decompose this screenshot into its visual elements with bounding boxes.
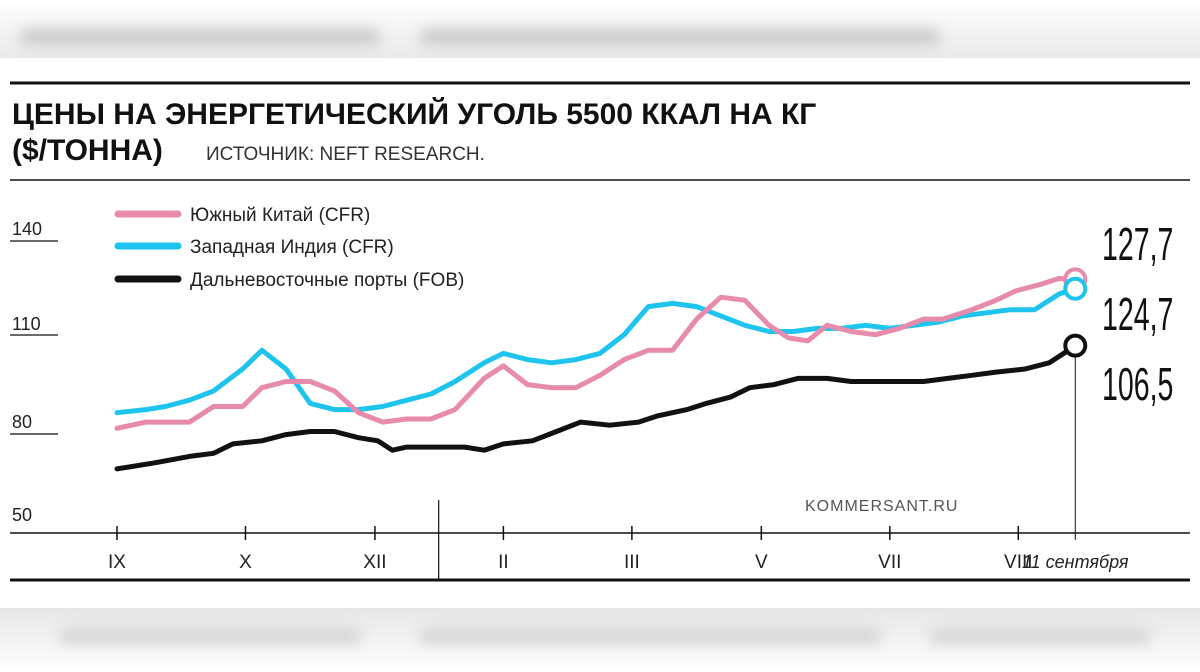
blurred-top-backdrop: [0, 0, 1200, 58]
chart-title-unit: ($/ТОННА): [12, 134, 163, 167]
legend: Южный Китай (CFR) Западная Индия (CFR) Д…: [114, 205, 464, 291]
y-axis: 140 110 80 50: [10, 219, 58, 525]
end-marker-west-india: [1063, 276, 1088, 301]
chart-source: ИСТОЧНИК: NEFT RESEARCH.: [206, 144, 485, 165]
chart-panel: ЦЕНЫ НА ЭНЕРГЕТИЧЕСКИЙ УГОЛЬ 5500 ККАЛ Н…: [0, 58, 1200, 608]
series-line-south-china: [114, 276, 1078, 431]
legend-label-far-east: Дальневосточные порты (FOB): [190, 270, 464, 291]
y-tick-label-110: 110: [12, 314, 41, 334]
coal-price-chart: ЦЕНЫ НА ЭНЕРГЕТИЧЕСКИЙ УГОЛЬ 5500 ККАЛ Н…: [10, 81, 1190, 582]
y-tick-label-80: 80: [12, 412, 32, 432]
x-tick-label-VII: VII: [878, 552, 901, 573]
end-label-south-china: 127,7: [1102, 219, 1173, 271]
legend-label-west-india: Западная Индия (CFR): [190, 237, 394, 258]
end-marker-far-east: [1063, 333, 1088, 358]
end-markers: 127,7 124,7 106,5: [1063, 219, 1173, 411]
x-tick-label-X: X: [239, 552, 252, 573]
x-tick-label-end-date: 11 сентября: [1022, 552, 1129, 572]
end-label-west-india: 124,7: [1102, 289, 1173, 341]
series-line-west-india: [114, 286, 1078, 416]
watermark: KOMMERSANT.RU: [805, 498, 958, 515]
y-tick-label-50: 50: [12, 505, 32, 525]
blurred-bottom-backdrop: [0, 608, 1200, 672]
chart-title: ЦЕНЫ НА ЭНЕРГЕТИЧЕСКИЙ УГОЛЬ 5500 ККАЛ Н…: [12, 97, 816, 131]
x-tick-label-III: III: [624, 552, 640, 573]
x-tick-label-IX: IX: [108, 552, 126, 573]
x-tick-label-V: V: [755, 552, 768, 573]
x-tick-label-II: II: [498, 552, 509, 573]
y-tick-label-140: 140: [12, 219, 42, 239]
series-line-far-east: [114, 343, 1078, 472]
end-label-far-east: 106,5: [1102, 359, 1173, 411]
series-layer: [114, 276, 1078, 472]
legend-label-south-china: Южный Китай (CFR): [190, 205, 370, 226]
x-tick-label-VIII: VIII: [1004, 552, 1033, 573]
x-tick-label-XII: XII: [363, 552, 386, 573]
